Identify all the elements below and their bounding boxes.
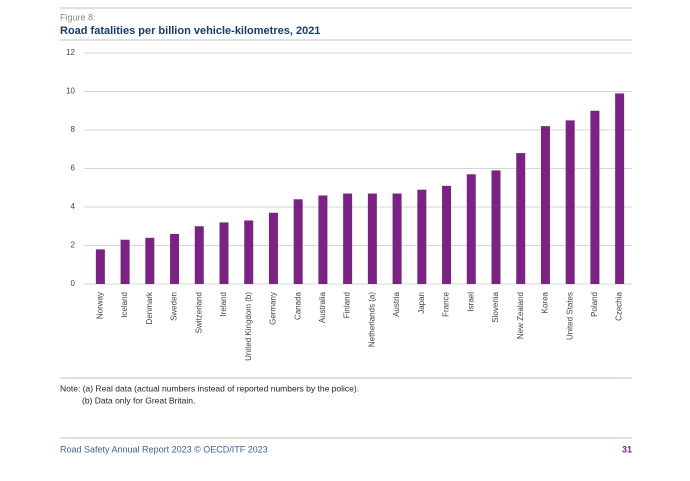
y-tick-label: 4 xyxy=(71,202,76,211)
x-tick-label: Norway xyxy=(95,292,104,319)
x-tick-label: Australia xyxy=(318,291,327,323)
bar xyxy=(590,110,600,284)
chart-title: Road fatalities per billion vehicle-kilo… xyxy=(60,25,320,37)
bar xyxy=(318,195,328,284)
x-tick-label: Canada xyxy=(293,291,302,320)
bar xyxy=(466,174,476,284)
x-tick-label: Japan xyxy=(417,292,426,314)
bar xyxy=(565,120,575,284)
y-tick-label: 6 xyxy=(71,164,76,173)
x-tick-label: New Zealand xyxy=(516,292,525,339)
bar xyxy=(293,199,303,284)
x-tick-label: Finland xyxy=(343,292,352,318)
bar xyxy=(268,212,278,284)
x-tick-label: Netherlands (a) xyxy=(367,292,376,347)
bar xyxy=(219,222,229,284)
bar xyxy=(516,153,526,284)
bar xyxy=(392,193,402,284)
x-tick-label: United States xyxy=(565,292,574,340)
y-tick-label: 2 xyxy=(71,241,76,250)
y-tick-label: 8 xyxy=(71,125,76,134)
x-tick-label: Korea xyxy=(541,291,550,313)
bar xyxy=(417,189,427,284)
x-tick-label: Slovenia xyxy=(491,291,500,322)
footer-source: Road Safety Annual Report 2023 © OECD/IT… xyxy=(60,444,268,454)
bar xyxy=(194,226,204,284)
bar xyxy=(615,93,625,284)
bar xyxy=(145,237,155,284)
note: (b) Data only for Great Britain. xyxy=(82,395,195,405)
x-tick-label: Poland xyxy=(590,292,599,317)
x-tick-label: Germany xyxy=(269,292,278,325)
bar xyxy=(491,170,501,284)
bar xyxy=(442,185,452,284)
y-tick-label: 10 xyxy=(66,87,75,96)
x-tick-label: Austria xyxy=(392,291,401,316)
x-tick-label: Israel xyxy=(466,292,475,312)
bar xyxy=(540,126,550,285)
x-tick-label: Czechia xyxy=(615,291,624,320)
x-tick-label: Switzerland xyxy=(194,292,203,333)
x-tick-label: United Kingdom (b) xyxy=(244,292,253,361)
note: Note: (a) Real data (actual numbers inst… xyxy=(60,383,359,393)
x-tick-label: Denmark xyxy=(145,291,154,324)
x-tick-label: France xyxy=(442,291,451,316)
page-number: 31 xyxy=(622,444,632,454)
bar xyxy=(95,249,105,284)
y-tick-label: 0 xyxy=(71,279,76,288)
bar xyxy=(170,233,180,284)
bar xyxy=(367,193,377,284)
bar xyxy=(244,220,254,284)
x-tick-label: Ireland xyxy=(219,292,228,316)
figure-label: Figure 8: xyxy=(60,12,96,22)
x-tick-label: Sweden xyxy=(170,292,179,321)
x-tick-label: Iceland xyxy=(120,292,129,318)
y-tick-label: 12 xyxy=(66,48,75,57)
bar xyxy=(343,193,353,284)
bar xyxy=(120,239,130,284)
